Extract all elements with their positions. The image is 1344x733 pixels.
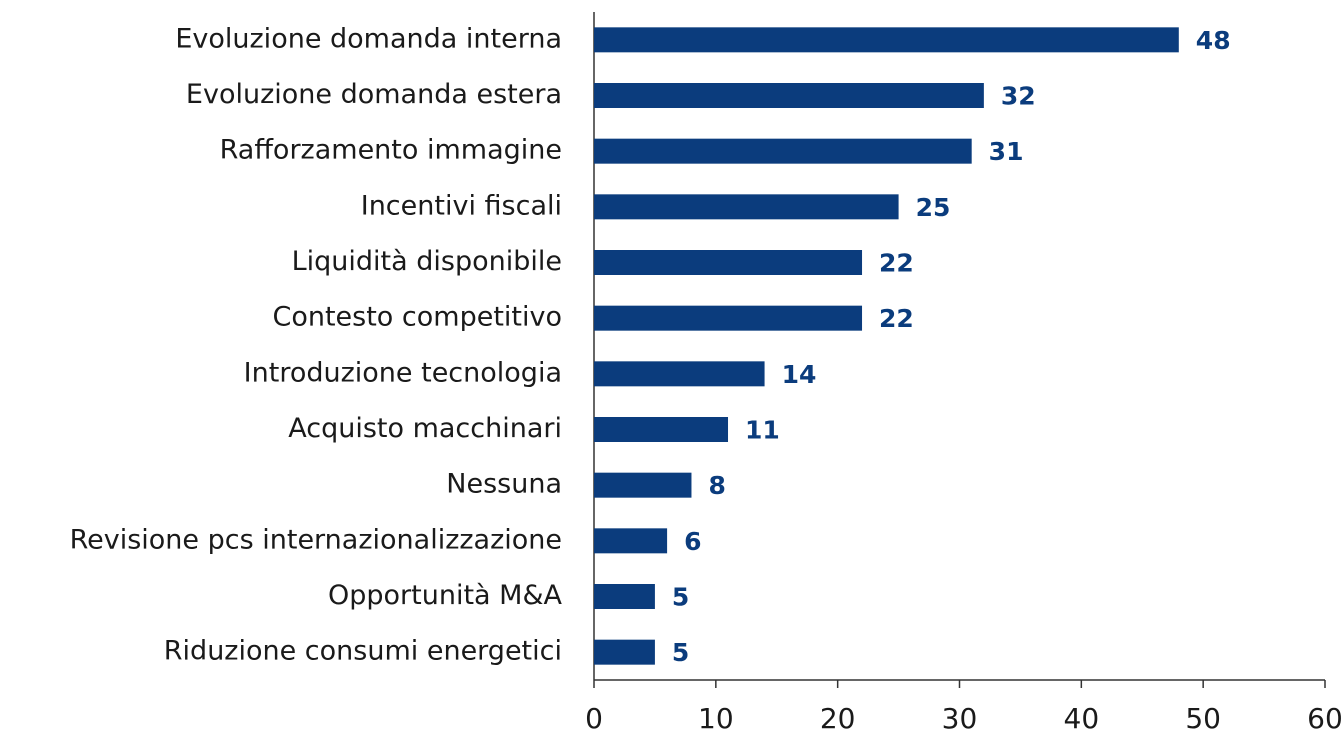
- value-label: 11: [745, 416, 780, 445]
- value-label: 8: [708, 471, 725, 500]
- value-label: 5: [672, 583, 689, 612]
- value-label: 31: [989, 137, 1024, 166]
- category-label: Riduzione consumi energetici: [164, 636, 562, 667]
- value-label: 14: [782, 360, 817, 389]
- bar: [594, 27, 1179, 53]
- bar: [594, 417, 729, 442]
- category-label: Liquidità disponibile: [292, 246, 562, 277]
- x-tick-label: 0: [585, 702, 603, 733]
- bar: [594, 528, 668, 554]
- bar: [594, 138, 972, 164]
- bar: [594, 361, 765, 387]
- category-label: Rafforzamento immagine: [220, 135, 562, 166]
- category-label: Evoluzione domanda interna: [175, 23, 562, 54]
- category-label: Introduzione tecnologia: [244, 357, 562, 388]
- bar: [594, 305, 863, 331]
- x-tick-label: 20: [820, 702, 856, 733]
- bar: [594, 472, 692, 498]
- bar: [594, 194, 899, 220]
- value-label: 6: [684, 527, 701, 556]
- x-tick-label: 10: [698, 702, 734, 733]
- category-label: Incentivi fiscali: [361, 190, 562, 221]
- value-label: 32: [1001, 82, 1036, 111]
- category-label: Revisione pcs internazionalizzazione: [70, 524, 562, 555]
- value-label: 25: [916, 193, 951, 222]
- category-label: Nessuna: [446, 469, 562, 500]
- x-tick-label: 40: [1064, 702, 1100, 733]
- value-label: 5: [672, 638, 689, 667]
- x-tick-label: 50: [1185, 702, 1221, 733]
- bar: [594, 250, 863, 275]
- x-tick-label: 30: [942, 702, 978, 733]
- value-label: 48: [1196, 26, 1231, 55]
- category-label: Acquisto macchinari: [288, 413, 562, 444]
- category-label: Evoluzione domanda estera: [186, 79, 562, 110]
- category-label: Opportunità M&A: [328, 580, 563, 611]
- x-tick-label: 60: [1307, 702, 1343, 733]
- bar: [594, 639, 655, 665]
- value-label: 22: [879, 249, 914, 278]
- category-label: Contesto competitivo: [272, 302, 562, 333]
- bar: [594, 83, 984, 108]
- value-label: 22: [879, 304, 914, 333]
- bar: [594, 584, 655, 609]
